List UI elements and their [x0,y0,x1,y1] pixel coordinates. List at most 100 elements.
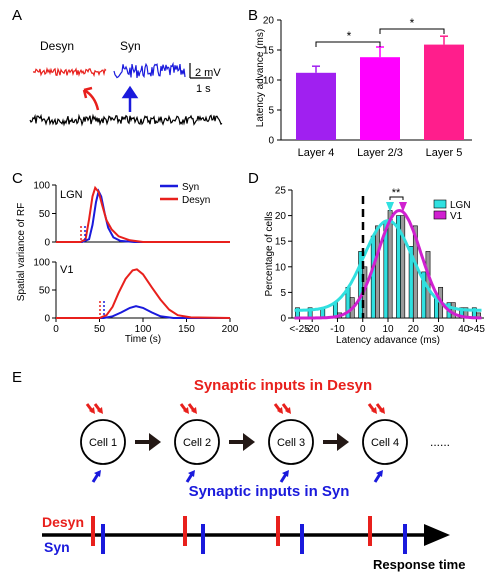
c-bottom-y-ticks: 0 50 100 [33,258,56,325]
d-xlabel: Latency adavance (ms) [336,335,440,346]
d-v1-peak-arrow [399,202,407,212]
b-ytick-label: 15 [263,46,275,57]
c-series-lines [56,185,231,319]
e-cell-label: Cell 1 [89,437,117,449]
c-top-label: LGN [60,189,83,201]
b-xtick-label: Layer 2/3 [357,147,403,159]
d-y-ticks: 0 5 10 15 20 25 [275,186,292,325]
e-chain-arrowhead [149,433,161,451]
c-series-desyn [56,268,231,319]
syn-label-a: Syn [120,39,141,53]
d-ytick-label: 0 [280,314,286,325]
e-syn-input-arrow [91,473,100,483]
b-bar [424,44,464,140]
e-desyn-input-arrowhead [183,407,189,414]
c-onset-markers [80,226,105,318]
c-legend-syn: Syn [182,182,199,193]
c-xtick-label: 0 [53,324,59,335]
d-ylabel: Percentage of cells [264,211,275,296]
d-lgn-peak-arrow [386,202,394,212]
d-ytick-label: 20 [275,211,287,222]
e-cell-circle [174,419,220,465]
d-xtick-label: -10 [330,324,345,335]
b-bar [296,72,336,140]
c-bottom-label: V1 [60,264,73,276]
d-legend-lgn: LGN [450,200,471,211]
panel-label-b: B [248,7,258,24]
b-ytick-label: 20 [263,16,275,27]
b-xtick-label: Layer 5 [426,147,463,159]
c-ytick-label: 50 [39,209,51,220]
e-syn-input-arrowhead [376,470,383,477]
d-xtick-label: 0 [360,324,366,335]
e-cell-circle [80,419,126,465]
syn-arrow [121,85,139,112]
b-sig-brackets [315,28,445,47]
d-ytick-label: 25 [275,186,287,197]
d-ytick-label: 10 [275,262,287,273]
e-cell-circle [362,419,408,465]
d-histogram-bars [295,210,481,319]
e-desyn-input-arrowhead [371,407,377,414]
e-chain-arrowhead [243,433,255,451]
syn-trace [113,61,186,79]
d-xtick-label: -20 [305,324,320,335]
c-axes-bottom [55,262,230,319]
scale-s-label: 1 s [196,83,211,95]
e-desyn-input-arrowhead [191,407,197,414]
d-fit-lgn [294,219,482,312]
d-ytick-label: 5 [280,288,286,299]
e-syn-input-arrowhead [94,470,101,477]
e-row-desyn: Desyn [42,514,84,530]
e-syn-input-arrow [279,473,288,483]
membrane-trace [29,113,223,127]
d-sig-label: ** [392,187,401,199]
c-ytick-label: 100 [33,258,50,269]
b-star-1: * [347,29,352,43]
e-desyn-input-arrowhead [285,407,291,414]
e-title-desyn: Synaptic inputs in Desyn [194,377,372,394]
e-timeline-arrowhead [424,524,450,546]
d-x-ticks: <-25-20 -10 0 10 20 30 40>45 [289,318,485,335]
b-y-ticks: 0 5 10 15 20 [263,16,281,147]
d-xtick-label: >45 [468,324,485,335]
c-ytick-label: 0 [44,238,50,249]
c-ytick-label: 0 [44,314,50,325]
c-ytick-label: 50 [39,286,51,297]
d-bar-v1 [375,225,380,319]
d-xtick-label: <-25 [289,324,310,335]
b-bar [360,57,400,141]
c-xtick-label: 200 [222,324,239,335]
d-sig-bracket [389,196,404,200]
scale-bar [189,63,212,79]
b-ytick-label: 5 [268,106,274,117]
d-xtick-label: 30 [433,324,445,335]
d-ytick-label: 15 [275,237,287,248]
c-bottom-x-ticks: 0 50 100 150 200 [53,318,239,335]
desyn-trace [32,66,107,78]
d-xtick-label: 10 [382,324,394,335]
c-series-syn [56,305,230,319]
desyn-arrow [82,86,100,111]
e-syn-input-arrow [373,473,382,483]
d-fit-curves [294,208,482,320]
c-series-desyn [56,185,230,243]
scale-mv-label: 2 mV [195,67,221,79]
e-desyn-input-arrowhead [277,407,283,414]
d-bar-lgn [370,235,376,319]
c-legend-desyn: Desyn [182,195,210,206]
b-ylabel: Latency advance (ms) [255,29,266,127]
c-xlabel: Time (s) [125,334,161,345]
d-xtick-label: 40 [458,324,470,335]
c-top-y-ticks: 0 50 100 [33,181,56,249]
d-legend-lgn-swatch [433,199,447,209]
e-cell-label: Cell 2 [183,437,211,449]
c-series-syn [56,188,230,243]
e-cells: Cell 1 Cell 2 Cell 3 Cell 4 [80,403,408,483]
d-bar-v1 [412,225,418,319]
e-cell-label: Cell 4 [371,437,399,449]
b-ytick-label: 10 [263,76,275,87]
d-xtick-label: 20 [408,324,420,335]
e-chain-arrowhead [337,433,349,451]
